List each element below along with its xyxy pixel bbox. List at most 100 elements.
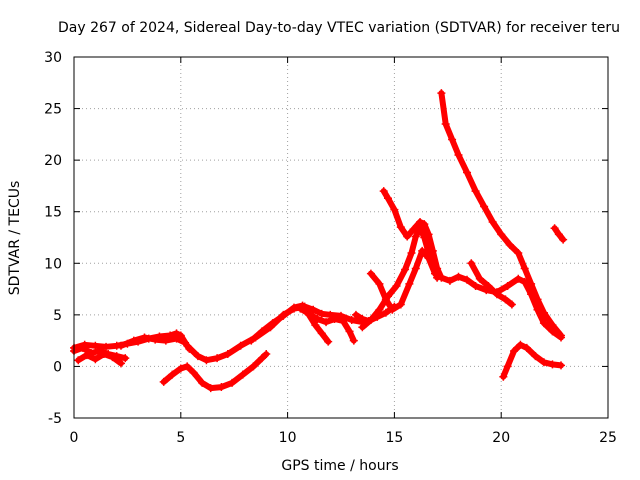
data-point	[366, 269, 375, 278]
data-point	[268, 319, 277, 328]
data-point	[347, 316, 356, 325]
series-track-3	[74, 350, 125, 368]
data-point	[424, 230, 433, 239]
data-point	[375, 279, 384, 288]
data-series	[70, 89, 568, 393]
data-point	[317, 309, 326, 318]
data-point	[339, 317, 348, 326]
data-point	[345, 327, 354, 336]
data-point	[257, 354, 266, 363]
data-point	[176, 364, 185, 373]
data-point	[330, 314, 339, 323]
data-point	[193, 352, 202, 361]
series-trace	[75, 351, 124, 367]
axis-ticks: 0 5 10 15 20 25 -5 0 5 10 15 20 25 30	[44, 50, 617, 446]
data-point	[257, 327, 266, 336]
x-tick-label: 10	[279, 430, 297, 446]
data-point	[475, 274, 484, 283]
data-point	[213, 354, 222, 363]
series-trace	[297, 305, 357, 344]
data-point	[161, 336, 170, 345]
data-point	[217, 383, 226, 392]
data-point	[317, 329, 326, 338]
data-point	[522, 343, 531, 352]
data-point	[228, 378, 237, 387]
data-point	[116, 359, 125, 368]
data-point	[554, 230, 563, 239]
series-track-11	[366, 246, 439, 314]
series-track-4	[116, 333, 194, 353]
data-point	[467, 259, 476, 268]
x-tick-label: 15	[385, 430, 403, 446]
data-point	[379, 187, 388, 196]
y-tick-label: 20	[44, 153, 62, 169]
data-point	[507, 300, 516, 309]
data-point	[159, 377, 168, 386]
data-point	[358, 323, 367, 332]
chart-title: Day 267 of 2024, Sidereal Day-to-day VTE…	[58, 20, 620, 36]
data-point	[471, 187, 480, 196]
data-point	[238, 370, 247, 379]
data-point	[108, 353, 117, 362]
data-point	[430, 269, 439, 278]
data-point	[539, 319, 548, 328]
data-point	[501, 295, 510, 304]
data-point	[445, 276, 454, 285]
data-point	[189, 368, 198, 377]
data-point	[375, 305, 384, 314]
series-track-14	[499, 340, 566, 381]
data-point	[388, 305, 397, 314]
data-point	[463, 275, 472, 284]
data-point	[539, 308, 548, 317]
data-point	[181, 338, 190, 347]
data-point	[405, 279, 414, 288]
data-point	[497, 230, 506, 239]
y-tick-label: -5	[48, 411, 62, 427]
data-point	[381, 295, 390, 304]
data-point	[324, 337, 333, 346]
data-point	[557, 331, 566, 340]
data-point	[454, 272, 463, 281]
data-point	[514, 248, 523, 257]
data-point	[358, 314, 367, 323]
data-point	[91, 341, 100, 350]
data-point	[99, 350, 108, 359]
series-track-5	[159, 350, 271, 393]
data-point	[247, 336, 256, 345]
series-track-6	[247, 301, 333, 346]
data-point	[539, 358, 548, 367]
data-point	[441, 120, 450, 129]
data-point	[206, 384, 215, 393]
data-point	[183, 362, 192, 371]
data-point	[82, 351, 91, 360]
data-point	[484, 281, 493, 290]
data-point	[520, 264, 529, 273]
data-point	[416, 218, 425, 227]
data-point	[411, 232, 420, 241]
series-track-13	[467, 259, 516, 309]
series-track-15	[550, 224, 568, 244]
data-point	[488, 218, 497, 227]
y-tick-label: 25	[44, 102, 62, 118]
data-point	[392, 281, 401, 290]
data-point	[236, 341, 245, 350]
data-point	[418, 246, 427, 255]
data-point	[396, 300, 405, 309]
data-point	[223, 350, 232, 359]
data-point	[396, 223, 405, 232]
data-point	[102, 342, 111, 351]
data-point	[514, 274, 523, 283]
x-tick-label: 5	[176, 430, 185, 446]
data-point	[202, 356, 211, 365]
data-point	[437, 273, 446, 282]
x-tick-label: 25	[599, 430, 617, 446]
data-point	[548, 321, 557, 330]
series-trace	[468, 260, 515, 308]
x-axis-label: GPS time / hours	[281, 458, 398, 474]
data-point	[74, 356, 83, 365]
data-point	[531, 352, 540, 361]
data-point	[151, 335, 160, 344]
data-point	[351, 310, 360, 319]
data-point	[471, 281, 480, 290]
